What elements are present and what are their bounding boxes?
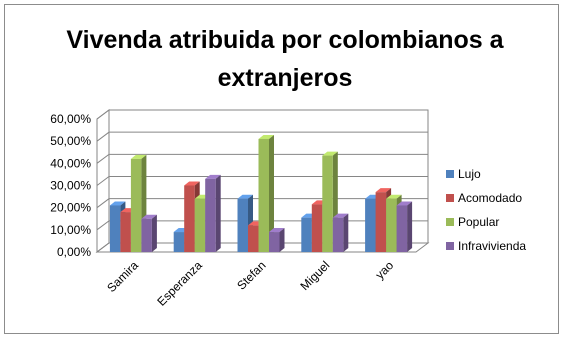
gridline [96, 109, 428, 120]
x-category-label: Miguel [298, 258, 333, 293]
y-tick-label: 20,00% [50, 201, 91, 215]
gridline [96, 131, 428, 142]
legend-swatch [446, 170, 454, 178]
chart-legend: Lujo Acomodado Popular Infravivienda [446, 167, 526, 253]
y-tick-label: 30,00% [50, 179, 91, 193]
legend-entry: Lujo [446, 167, 481, 181]
chart-title: Vivenda atribuida por colombianos a extr… [66, 26, 504, 92]
x-category-label: yao [373, 258, 397, 282]
gridline [96, 153, 428, 164]
bar [396, 201, 413, 252]
x-category-label: Samira [104, 258, 141, 295]
y-tick-label: 0,00% [57, 245, 91, 259]
gridline [96, 198, 428, 209]
legend-label: Lujo [458, 167, 481, 181]
x-category-label: Stefan [234, 258, 268, 292]
gridline [96, 176, 428, 186]
y-tick-label: 50,00% [50, 134, 91, 148]
legend-swatch [446, 218, 454, 226]
bar [332, 213, 349, 252]
x-category-label: Esperanza [154, 258, 205, 309]
legend-swatch [446, 194, 454, 202]
legend-swatch [446, 242, 454, 250]
y-tick-label: 60,00% [50, 112, 91, 126]
legend-entry: Popular [446, 215, 499, 229]
y-tick-label: 40,00% [50, 156, 91, 170]
bar [205, 174, 221, 252]
y-axis-ticks: 0,00% 10,00% 20,00% 30,00% 40,00% 50,00% 60,00… [50, 112, 91, 259]
legend-label: Infravivienda [458, 239, 526, 253]
bar [258, 134, 274, 252]
y-tick-label: 10,00% [50, 223, 91, 237]
x-axis-categories: Samira Esperanza Stefan Miguel yao [104, 258, 396, 309]
legend-entry: Acomodado [446, 191, 522, 205]
chart-bars [109, 134, 413, 252]
legend-label: Acomodado [458, 191, 522, 205]
legend-label: Popular [458, 215, 499, 229]
bar [141, 214, 157, 252]
legend-entry: Infravivienda [446, 239, 526, 253]
bar [269, 228, 285, 252]
